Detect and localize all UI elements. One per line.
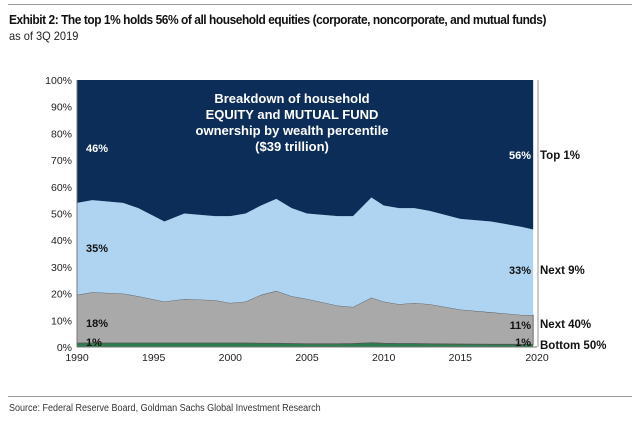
- area-next-40-: [76, 290, 534, 345]
- y-tick-label: 70%: [51, 155, 72, 167]
- chart-annotation: EQUITY and MUTUAL FUND: [206, 107, 379, 122]
- chart-title: Exhibit 2: The top 1% holds 56% of all h…: [9, 12, 546, 27]
- area-top-1-: [77, 80, 534, 230]
- chart-subtitle: as of 3Q 2019: [9, 29, 79, 43]
- start-label: 35%: [86, 243, 108, 255]
- chart-annotation: ownership by wealth percentile: [196, 123, 389, 138]
- series-label: Bottom 50%: [540, 340, 606, 352]
- end-label: 1%: [515, 337, 531, 349]
- source-note: Source: Federal Reserve Board, Goldman S…: [9, 403, 321, 414]
- y-tick-label: 10%: [51, 315, 72, 327]
- chart-annotation: ($39 trillion): [255, 139, 329, 154]
- end-label: 56%: [509, 150, 531, 162]
- top-rule: [8, 4, 632, 5]
- end-label: 33%: [509, 265, 531, 277]
- y-tick-label: 40%: [51, 235, 72, 247]
- x-tick-label: 2020: [525, 352, 549, 364]
- series-label: Next 9%: [540, 265, 585, 277]
- chart-annotation: Breakdown of household: [214, 91, 369, 106]
- y-tick-label: 20%: [51, 289, 72, 301]
- area-next-9-: [77, 197, 534, 315]
- y-tick-label: 90%: [51, 102, 72, 114]
- series-label: Next 40%: [540, 319, 591, 331]
- y-tick-label: 0%: [57, 342, 72, 354]
- x-tick-label: 1990: [65, 352, 89, 364]
- x-tick-label: 2005: [295, 352, 319, 364]
- y-tick-label: 100%: [45, 75, 72, 87]
- start-label: 18%: [86, 318, 108, 330]
- y-tick-label: 30%: [51, 262, 72, 274]
- start-label: 46%: [86, 143, 108, 155]
- y-tick-label: 80%: [51, 128, 72, 140]
- x-tick-label: 2000: [219, 352, 243, 364]
- start-label: 1%: [86, 337, 102, 349]
- x-tick-label: 1995: [142, 352, 166, 364]
- end-label: 11%: [510, 320, 532, 332]
- y-tick-label: 60%: [51, 182, 72, 194]
- x-tick-label: 2010: [372, 352, 396, 364]
- bottom-rule: [8, 396, 632, 397]
- series-label: Top 1%: [540, 150, 580, 162]
- x-tick-label: 2015: [449, 352, 473, 364]
- y-tick-label: 50%: [51, 209, 72, 221]
